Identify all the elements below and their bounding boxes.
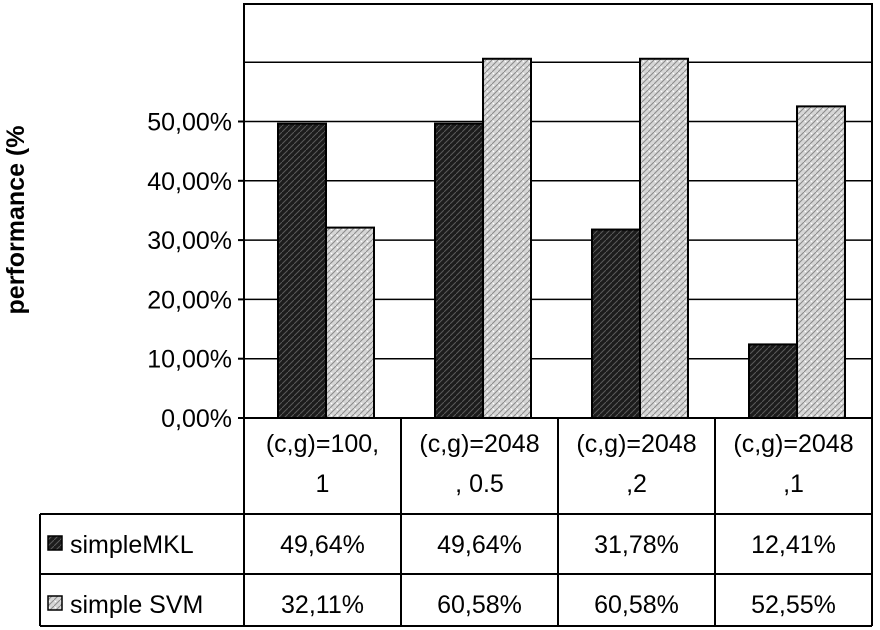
category-label: (c,g)=2048 [576,430,696,458]
bars [277,57,846,420]
category-label: ,2 [626,470,647,498]
data-cell: 49,64% [437,531,522,559]
category-label: ,1 [783,470,804,498]
bar-simple-svm-0 [325,226,375,419]
y-axis-label: performance (% [2,126,30,315]
data-cell: 60,58% [594,591,679,619]
category-label: (c,g)=100, [266,430,379,458]
bar-simple-svm-2 [639,57,689,420]
data-cell: 49,64% [280,531,365,559]
bar-simplemkl-0 [277,122,327,419]
y-tick-label: 50,00% [147,109,232,137]
bar-simplemkl-2 [591,228,641,419]
data-cell: 52,55% [751,591,836,619]
category-label: , 0.5 [455,470,504,498]
y-tick-label: 20,00% [147,286,232,314]
legend-key-simplemkl [47,535,63,551]
category-label: (c,g)=2048 [419,430,539,458]
bar-simplemkl-3 [748,343,798,419]
y-tick-label: 0,00% [161,405,232,433]
data-table: (c,g)=100, 1 (c,g)=2048 , 0.5 (c,g)=2048 ,2 (c… [39,418,873,627]
category-label: 1 [316,470,330,498]
bar-simple-svm-1 [482,57,532,420]
y-tick-label: 30,00% [147,227,232,255]
series-name: simpleMKL [70,531,194,559]
y-tick-label: 10,00% [147,346,232,374]
y-tick-label: 40,00% [147,168,232,196]
legend-key-simple-svm [47,595,63,611]
data-cell: 60,58% [437,591,522,619]
data-cell: 32,11% [281,591,364,619]
data-cell: 31,78% [594,531,679,559]
category-label: (c,g)=2048 [733,430,853,458]
y-tick-labels: 0,00% 10,00% 20,00% 30,00% 40,00% 50,00% [147,109,232,434]
bar-simplemkl-1 [434,122,484,419]
bar-simple-svm-3 [796,105,846,419]
data-cell: 12,41% [751,531,836,559]
series-name: simple SVM [70,591,203,619]
